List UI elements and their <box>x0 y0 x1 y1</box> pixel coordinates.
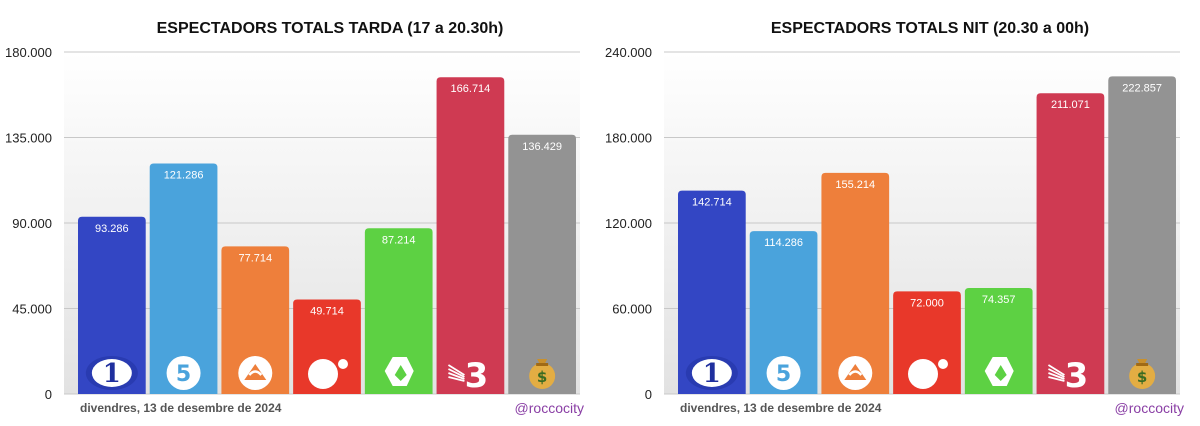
svg-text:3: 3 <box>465 356 489 396</box>
bar <box>1108 76 1176 394</box>
bar-value-label: 77.714 <box>238 252 272 264</box>
y-tick-label: 90.000 <box>12 216 52 231</box>
bar-value-label: 155.214 <box>835 179 875 191</box>
bar <box>964 288 1033 394</box>
chart-title: ESPECTADORS TOTALS NIT (20.30 a 00h) <box>770 20 1090 37</box>
bar-value-label: 136.429 <box>522 141 562 153</box>
y-tick-label: 180.000 <box>5 45 52 60</box>
bar <box>436 77 505 394</box>
telecinco-logo-icon: 5 <box>766 356 801 390</box>
bar-value-label: 121.286 <box>164 170 204 182</box>
svg-text:3: 3 <box>1065 356 1089 396</box>
bar-value-label: 74.357 <box>982 294 1016 306</box>
lasexta-logo-icon <box>984 357 1014 386</box>
money-bag-icon: $ <box>1129 359 1156 389</box>
3cat-logo-icon: 3 <box>447 356 489 396</box>
author-handle: @roccocity <box>1114 400 1184 416</box>
date-caption: divendres, 13 de desembre de 2024 <box>680 401 882 415</box>
lasexta-logo-icon <box>384 357 414 386</box>
la1-logo-icon: 1 <box>85 356 138 390</box>
y-tick-label: 45.000 <box>12 302 52 317</box>
author-handle: @roccocity <box>514 400 584 416</box>
telecinco-logo-icon: 5 <box>166 356 201 390</box>
y-tick-label: 60.000 <box>612 302 652 317</box>
svg-text:1: 1 <box>703 359 721 389</box>
y-tick-label: 135.000 <box>5 131 52 146</box>
svg-text:1: 1 <box>103 359 121 389</box>
3cat-logo-icon: 3 <box>1047 356 1089 396</box>
bar-value-label: 87.214 <box>382 234 416 246</box>
bar <box>364 228 433 394</box>
bar <box>749 231 818 394</box>
bar <box>508 134 576 394</box>
svg-text:$: $ <box>1137 368 1147 386</box>
antena3-logo-icon <box>238 356 273 390</box>
money-bag-icon: $ <box>529 359 556 389</box>
y-tick-label: 0 <box>645 387 652 402</box>
antena3-logo-icon <box>838 356 873 390</box>
bar-value-label: 114.286 <box>764 237 803 249</box>
cuatro-logo-icon <box>908 359 948 389</box>
svg-text:5: 5 <box>776 362 791 387</box>
bar <box>78 216 146 394</box>
bar-value-label: 211.071 <box>1051 99 1090 111</box>
y-tick-label: 120.000 <box>605 216 652 231</box>
bar-value-label: 49.714 <box>310 306 344 318</box>
bar-chart-nit: 0 60.000 120.000 180.000 240.000 142.714 1 114.… <box>605 45 1180 402</box>
y-tick-label: 180.000 <box>605 131 652 146</box>
svg-text:5: 5 <box>176 362 191 387</box>
chart-panel-tarda: ESPECTADORS TOTALS TARDA (17 a 20.30h) 0… <box>5 20 584 416</box>
chart-panel-nit: ESPECTADORS TOTALS NIT (20.30 a 00h) 0 60… <box>600 0 1200 426</box>
svg-text:$: $ <box>537 368 547 386</box>
bar-chart-tarda: 0 45.000 90.000 135.000 180.000 93.286 1 121.28… <box>5 45 580 402</box>
cuatro-logo-icon <box>308 359 348 389</box>
bar-value-label: 166.714 <box>451 83 491 95</box>
bar <box>221 246 290 394</box>
bar-value-label: 222.857 <box>1122 82 1162 94</box>
chart-title: ESPECTADORS TOTALS TARDA (17 a 20.30h) <box>156 20 504 37</box>
date-caption: divendres, 13 de desembre de 2024 <box>80 401 282 415</box>
y-tick-label: 240.000 <box>605 45 652 60</box>
y-tick-label: 0 <box>45 387 52 402</box>
la1-logo-icon: 1 <box>685 356 738 390</box>
bar-value-label: 93.286 <box>95 223 129 235</box>
bar <box>821 172 890 394</box>
bar <box>149 163 218 394</box>
bar <box>1036 93 1105 395</box>
bar-value-label: 72.000 <box>910 297 944 309</box>
bar-value-label: 142.714 <box>692 197 732 209</box>
bar <box>678 190 746 394</box>
